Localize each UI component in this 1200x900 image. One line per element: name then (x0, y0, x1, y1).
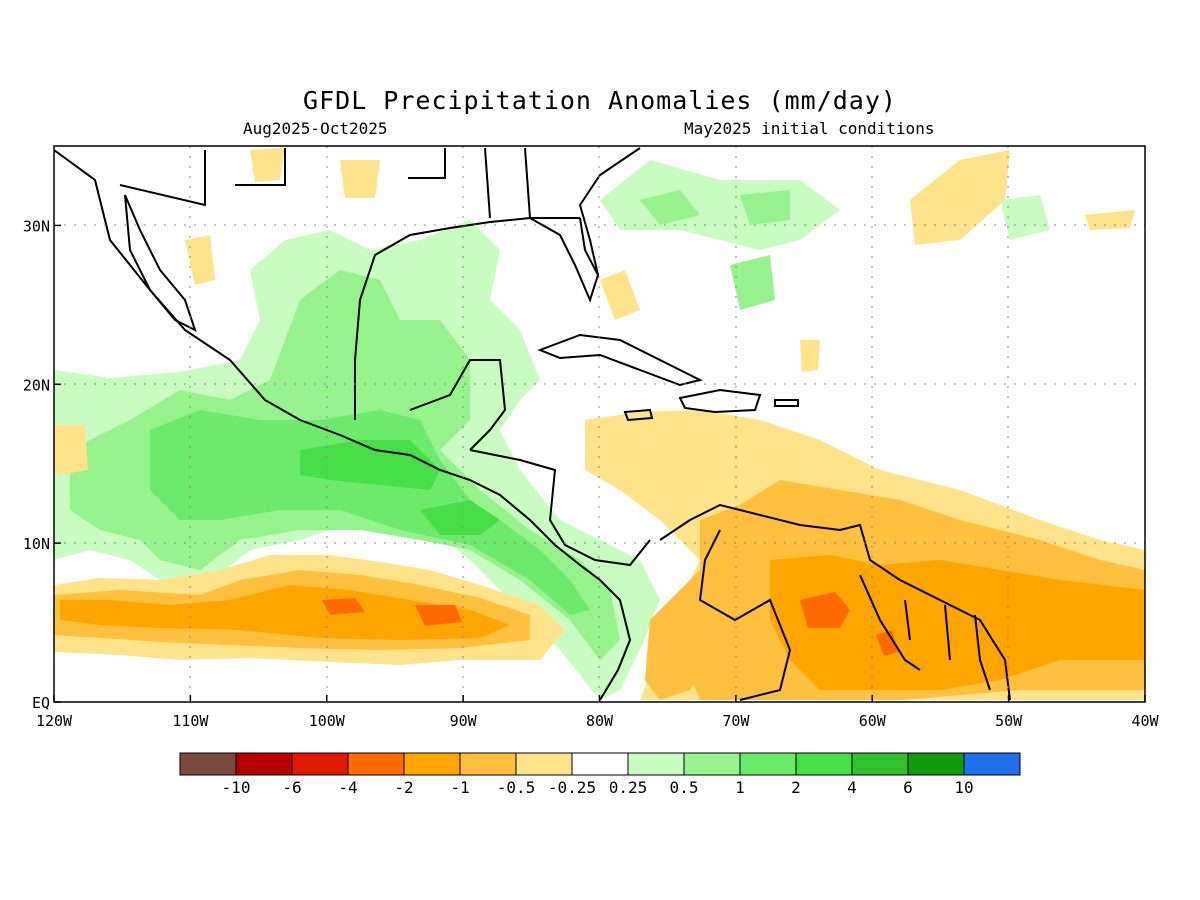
yucatan (409, 359, 507, 451)
colorbar-swatch (683, 752, 741, 776)
colombia-dry (645, 560, 730, 700)
cuba (537, 333, 703, 387)
caribbean-dry-strong (770, 555, 1145, 690)
atlantic-wet-5 (1000, 195, 1050, 240)
colorbar-swatch (291, 752, 349, 776)
colorbar-swatch (907, 752, 965, 776)
map-title: GFDL Precipitation Anomalies (mm/day) (303, 86, 897, 115)
axis-ticks: 120W 110W 100W 90W 80W 70W 60W 50W 40W EQ 10N 20N 30… (23, 217, 1160, 730)
y-tick-label: EQ (32, 694, 50, 712)
colorbar-label: 0.25 (609, 778, 648, 797)
colorbar-swatch (515, 752, 573, 776)
wet-region-strong (150, 410, 590, 615)
colorbar-label: 1 (735, 778, 745, 797)
colorbar-label: 6 (903, 778, 913, 797)
central-america-caribbean (469, 449, 651, 567)
gulf-coast (354, 147, 641, 420)
guyana-dry-core (876, 630, 898, 656)
x-tick-label: 120W (36, 712, 73, 730)
colorbar-swatch (851, 752, 909, 776)
forecast-period: Aug2025-Oct2025 (243, 119, 388, 138)
pacific-dry-core-2 (415, 605, 462, 626)
atlantic-wet-3 (740, 190, 790, 225)
north-dry-6 (600, 270, 640, 320)
colorbar-label: -1 (450, 778, 469, 797)
anomaly-field (54, 148, 1145, 700)
north-dry-7 (800, 340, 820, 372)
colorbar-label: -0.5 (497, 778, 536, 797)
us-borders (119, 147, 580, 219)
north-dry-3 (910, 150, 1010, 245)
colorbar-swatch (403, 752, 461, 776)
colorbar-label: 2 (791, 778, 801, 797)
colorbar-swatch (459, 752, 517, 776)
y-tick-label: 10N (23, 535, 50, 553)
puerto-rico (774, 399, 799, 407)
south-america-north-coast (659, 503, 1011, 701)
atlantic-wet-4 (730, 255, 775, 310)
venezuela-border (698, 529, 792, 701)
colorbar: -10 -6 -4 -2 -1 -0.5 -0.25 0.25 0.5 1 2 4 6 10 (179, 752, 1021, 797)
hispaniola (678, 388, 762, 414)
colorbar-swatch (795, 752, 853, 776)
wet-region-core (300, 440, 440, 490)
colorbar-swatch (627, 752, 685, 776)
colorbar-label: -10 (222, 778, 251, 797)
colorbar-swatch (235, 752, 293, 776)
colorbar-label: -6 (282, 778, 301, 797)
atlantic-wet-2 (640, 190, 700, 225)
north-dry-5 (185, 235, 215, 285)
pacific-dry-strong (60, 585, 510, 640)
colorbar-swatch (571, 752, 629, 776)
x-tick-label: 70W (722, 712, 750, 730)
north-dry-1 (340, 160, 380, 198)
graticule (54, 146, 1145, 702)
coastlines (54, 147, 1011, 701)
north-dry-8 (54, 425, 88, 475)
colorbar-label: -4 (338, 778, 357, 797)
north-dry-4 (1085, 210, 1135, 230)
colorbar-label: 10 (954, 778, 973, 797)
jamaica (623, 408, 654, 422)
x-tick-label: 90W (450, 712, 478, 730)
y-tick-label: 30N (23, 217, 50, 235)
x-tick-label: 110W (172, 712, 209, 730)
colorbar-label: 0.5 (670, 778, 699, 797)
y-tick-label: 20N (23, 376, 50, 394)
wet-region-core-2 (420, 500, 500, 535)
x-tick-label: 80W (586, 712, 614, 730)
colorbar-swatch (963, 752, 1021, 776)
x-tick-label: 60W (859, 712, 887, 730)
guianas-borders (859, 574, 991, 691)
north-dry-2 (250, 148, 285, 182)
x-tick-label: 50W (995, 712, 1023, 730)
colorbar-label: -0.25 (548, 778, 596, 797)
initial-conditions: May2025 initial conditions (684, 119, 935, 138)
x-tick-label: 100W (309, 712, 346, 730)
colorbar-swatch (347, 752, 405, 776)
florida (579, 217, 599, 276)
colorbar-swatch (739, 752, 797, 776)
colorbar-label: -2 (394, 778, 413, 797)
colorbar-swatch (179, 752, 237, 776)
pacific-dry-core (322, 598, 365, 615)
venezuela-dry-core (800, 592, 850, 628)
colorbar-label: 4 (847, 778, 857, 797)
x-tick-label: 40W (1131, 712, 1159, 730)
atlantic-wet (600, 160, 840, 250)
baja-california (124, 194, 197, 332)
